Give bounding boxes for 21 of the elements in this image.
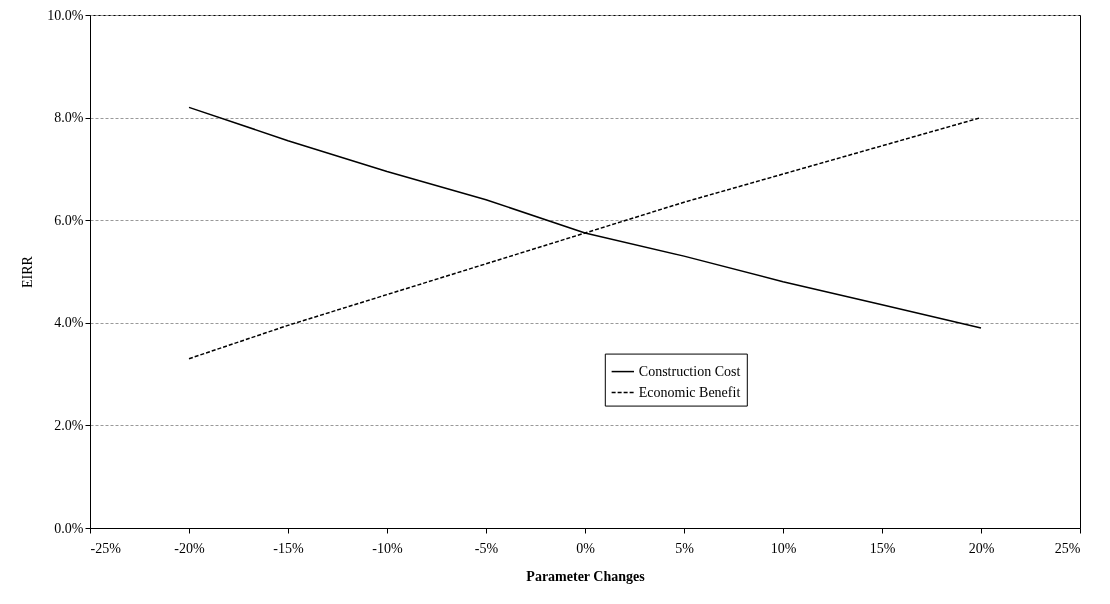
x-tick-label: 15% xyxy=(869,540,896,556)
x-tick-label: -25% xyxy=(90,540,122,556)
y-tick-label: 8.0% xyxy=(54,110,84,126)
x-tick-label: 20% xyxy=(968,540,995,556)
y-tick-label: 0.0% xyxy=(54,520,84,536)
x-axis-title: Parameter Changes xyxy=(526,568,646,584)
y-tick-label: 6.0% xyxy=(54,212,84,228)
legend-label: Construction Cost xyxy=(638,363,741,379)
y-axis-title: EIRR xyxy=(20,255,36,288)
x-tick-label: -20% xyxy=(174,540,205,556)
legend-label: Economic Benefit xyxy=(638,384,741,400)
y-tick-label: 4.0% xyxy=(54,315,84,331)
x-tick-label: 0% xyxy=(576,540,596,556)
x-tick-label: 25% xyxy=(1054,540,1081,556)
x-tick-label: -5% xyxy=(474,540,499,556)
x-tick-label: -15% xyxy=(273,540,304,556)
x-tick-label: 10% xyxy=(770,540,797,556)
y-tick-label: 2.0% xyxy=(54,417,84,433)
x-tick-label: 5% xyxy=(675,540,695,556)
y-tick-label: 10.0% xyxy=(47,7,84,23)
x-tick-label: -10% xyxy=(372,540,403,556)
